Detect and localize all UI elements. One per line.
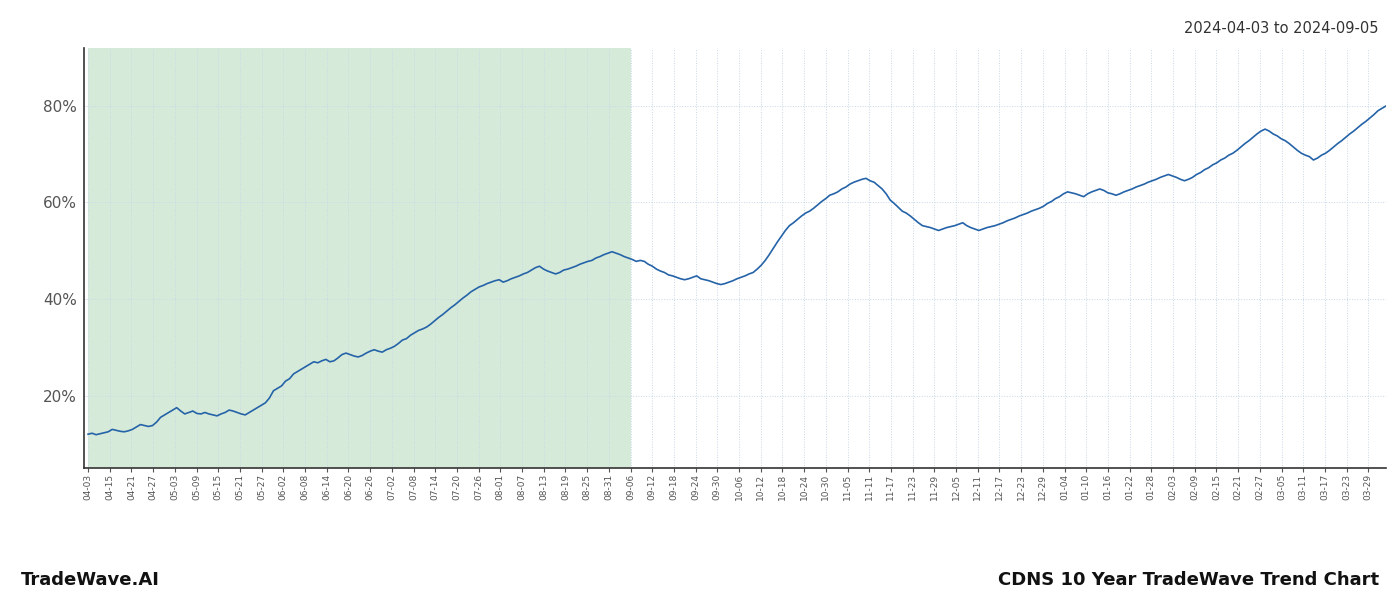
Text: 2024-04-03 to 2024-09-05: 2024-04-03 to 2024-09-05 [1184,21,1379,36]
Text: CDNS 10 Year TradeWave Trend Chart: CDNS 10 Year TradeWave Trend Chart [998,571,1379,589]
Bar [88,48,630,468]
Text: TradeWave.AI: TradeWave.AI [21,571,160,589]
